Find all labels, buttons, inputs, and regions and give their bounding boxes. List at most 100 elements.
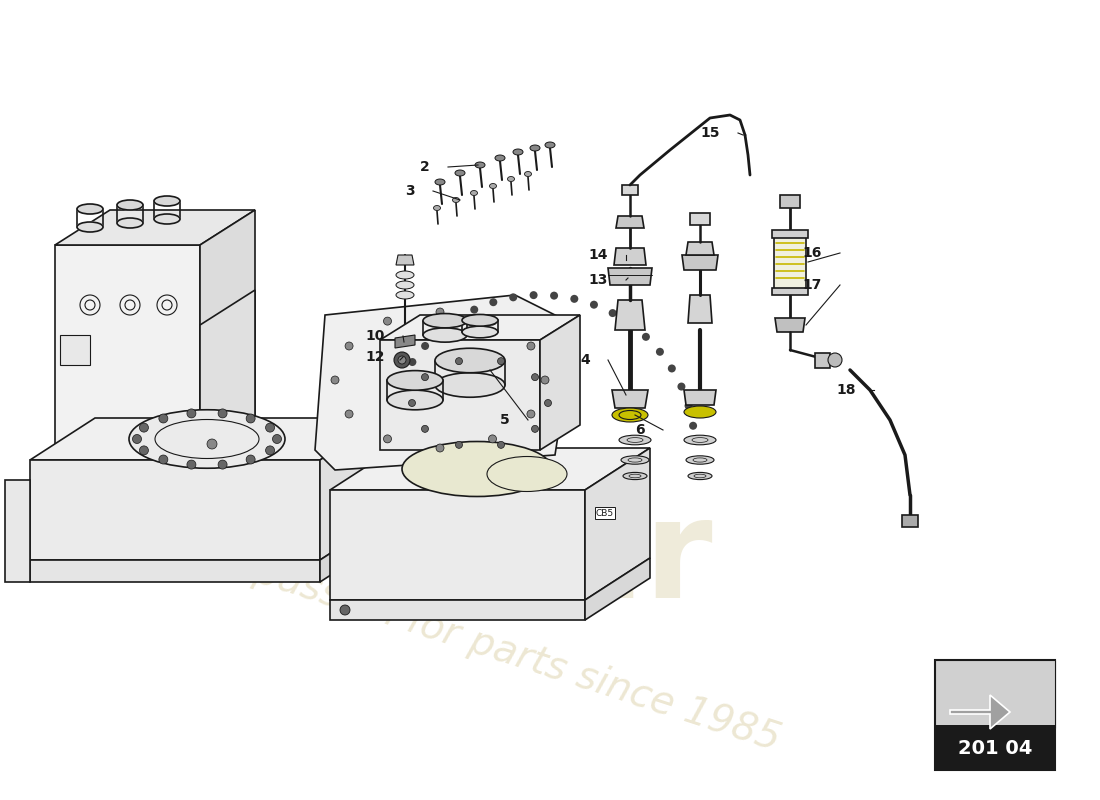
Text: 18: 18 bbox=[836, 383, 856, 397]
Text: 2: 2 bbox=[420, 160, 430, 174]
Circle shape bbox=[626, 320, 634, 328]
Circle shape bbox=[455, 358, 462, 365]
Polygon shape bbox=[690, 213, 710, 225]
Text: car: car bbox=[468, 493, 713, 627]
Polygon shape bbox=[379, 340, 540, 450]
Circle shape bbox=[265, 446, 275, 455]
Ellipse shape bbox=[396, 291, 414, 299]
Circle shape bbox=[408, 358, 417, 366]
Ellipse shape bbox=[507, 177, 515, 182]
Circle shape bbox=[421, 426, 429, 432]
Ellipse shape bbox=[544, 142, 556, 148]
Polygon shape bbox=[585, 448, 650, 600]
Polygon shape bbox=[772, 230, 808, 238]
Circle shape bbox=[642, 333, 650, 341]
Circle shape bbox=[608, 309, 617, 317]
Polygon shape bbox=[774, 235, 806, 290]
Circle shape bbox=[497, 442, 505, 448]
Ellipse shape bbox=[525, 171, 531, 177]
Circle shape bbox=[218, 460, 227, 469]
Ellipse shape bbox=[387, 370, 443, 390]
Circle shape bbox=[140, 446, 148, 455]
Circle shape bbox=[436, 444, 444, 452]
Circle shape bbox=[265, 423, 275, 432]
Ellipse shape bbox=[433, 206, 440, 210]
Polygon shape bbox=[585, 558, 650, 620]
Circle shape bbox=[345, 342, 353, 350]
Circle shape bbox=[668, 365, 675, 373]
Circle shape bbox=[246, 455, 255, 464]
Polygon shape bbox=[200, 290, 255, 460]
Polygon shape bbox=[682, 255, 718, 270]
Circle shape bbox=[509, 294, 517, 302]
Text: 4: 4 bbox=[581, 353, 590, 367]
Ellipse shape bbox=[495, 155, 505, 161]
Polygon shape bbox=[330, 490, 585, 600]
Text: 5: 5 bbox=[500, 413, 510, 427]
Ellipse shape bbox=[487, 457, 566, 491]
Ellipse shape bbox=[621, 456, 649, 464]
Circle shape bbox=[398, 356, 406, 364]
Ellipse shape bbox=[452, 198, 460, 202]
Circle shape bbox=[132, 434, 142, 443]
Ellipse shape bbox=[396, 281, 414, 289]
Polygon shape bbox=[540, 315, 580, 450]
Polygon shape bbox=[772, 288, 808, 295]
Text: euro: euro bbox=[75, 393, 485, 547]
Polygon shape bbox=[615, 300, 645, 330]
Polygon shape bbox=[55, 245, 200, 460]
Circle shape bbox=[488, 435, 496, 443]
Circle shape bbox=[531, 374, 539, 381]
Ellipse shape bbox=[612, 408, 648, 422]
Text: 6: 6 bbox=[636, 423, 645, 437]
Polygon shape bbox=[688, 295, 712, 323]
Circle shape bbox=[140, 423, 148, 432]
Text: 201 04: 201 04 bbox=[958, 738, 1032, 758]
Ellipse shape bbox=[434, 179, 446, 185]
Circle shape bbox=[345, 410, 353, 418]
Circle shape bbox=[246, 414, 255, 423]
Bar bbox=[935, 725, 1055, 770]
Text: 3: 3 bbox=[406, 184, 415, 198]
Ellipse shape bbox=[462, 314, 498, 326]
Text: 16: 16 bbox=[803, 246, 822, 260]
Ellipse shape bbox=[684, 435, 716, 445]
Polygon shape bbox=[30, 418, 385, 460]
Text: 12: 12 bbox=[365, 350, 385, 364]
Ellipse shape bbox=[424, 314, 468, 328]
Text: a passion for parts since 1985: a passion for parts since 1985 bbox=[214, 542, 785, 758]
Polygon shape bbox=[902, 515, 918, 527]
Circle shape bbox=[570, 295, 579, 303]
Ellipse shape bbox=[77, 204, 103, 214]
Polygon shape bbox=[379, 315, 580, 340]
Ellipse shape bbox=[424, 328, 468, 342]
Ellipse shape bbox=[396, 271, 414, 279]
Polygon shape bbox=[608, 268, 652, 285]
Ellipse shape bbox=[154, 214, 180, 224]
Polygon shape bbox=[396, 255, 414, 265]
Ellipse shape bbox=[688, 472, 712, 480]
Circle shape bbox=[527, 342, 535, 350]
Polygon shape bbox=[616, 216, 644, 228]
Circle shape bbox=[828, 353, 842, 367]
Circle shape bbox=[684, 402, 693, 410]
Circle shape bbox=[590, 301, 598, 309]
Text: 15: 15 bbox=[701, 126, 721, 140]
Ellipse shape bbox=[619, 435, 651, 445]
Circle shape bbox=[218, 409, 227, 418]
Circle shape bbox=[550, 292, 558, 300]
Polygon shape bbox=[330, 600, 585, 620]
Circle shape bbox=[470, 306, 478, 314]
Polygon shape bbox=[55, 210, 255, 245]
Circle shape bbox=[421, 342, 429, 350]
Text: 10: 10 bbox=[365, 329, 385, 343]
Ellipse shape bbox=[434, 348, 505, 373]
Text: 13: 13 bbox=[588, 273, 608, 287]
Ellipse shape bbox=[402, 442, 552, 497]
Polygon shape bbox=[6, 480, 30, 582]
Circle shape bbox=[207, 439, 217, 449]
Circle shape bbox=[384, 435, 392, 443]
Circle shape bbox=[273, 434, 282, 443]
Ellipse shape bbox=[117, 200, 143, 210]
Circle shape bbox=[408, 399, 416, 406]
